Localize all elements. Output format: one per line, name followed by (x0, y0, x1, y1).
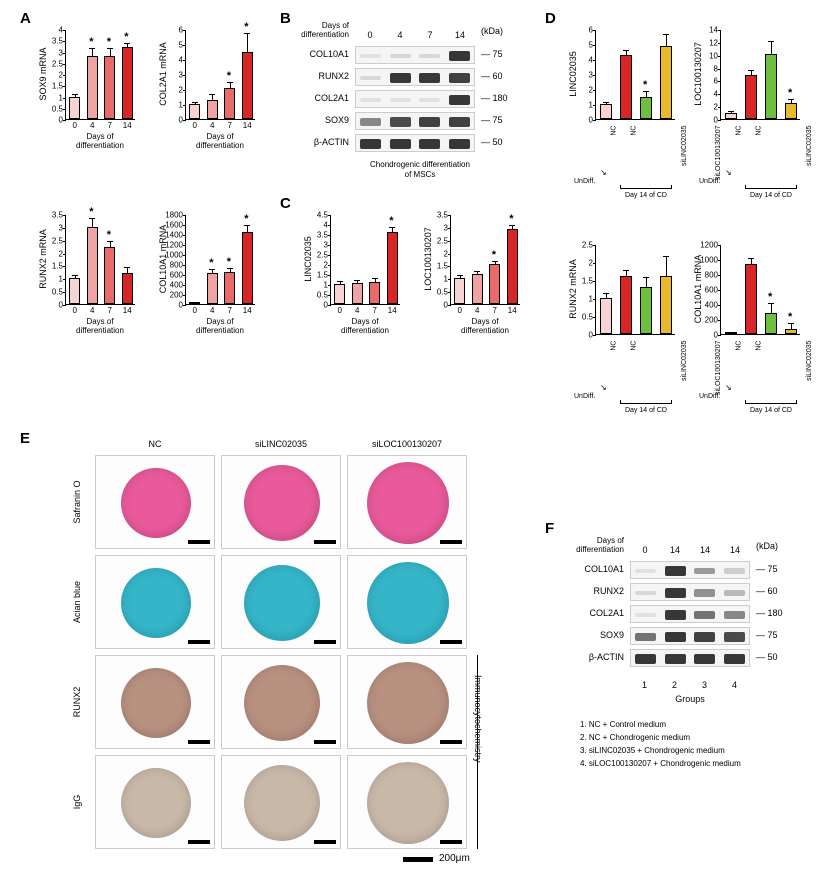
histology-col-label: siLOC100130207 (347, 439, 467, 449)
histology-image (347, 655, 467, 749)
histology-image (221, 455, 341, 549)
panel-c-label: C (280, 195, 291, 212)
histology-image (347, 455, 467, 549)
bar-chart: 00.511.522.533.504*7*14LOC100130207Days … (450, 215, 520, 305)
histology-col-label: NC (95, 439, 215, 449)
panel-b-label: B (280, 10, 291, 27)
panel-e-label: E (20, 430, 30, 447)
panel-b-caption: Chondrogenic differentiationof MSCs (340, 160, 500, 179)
histology-image (221, 755, 341, 849)
bar-chart: 012345604*7*14COL2A1 mRNADays ofdifferen… (185, 30, 255, 120)
histology-image (95, 455, 215, 549)
panel-d-label: D (545, 10, 556, 27)
bar-chart: 00.511.522.533.50*4*714RUNX2 mRNADays of… (65, 215, 135, 305)
histology-image (95, 655, 215, 749)
bar-chart: 00.511.522.533.544.5047*14LINC02035Days … (330, 215, 400, 305)
histology-col-label: siLINC02035 (221, 439, 341, 449)
histology-image (221, 655, 341, 749)
bar-chart: 00.511.522.5NCNCsiLINC02035siLOC10013020… (595, 245, 675, 335)
bar-chart: 020040060080010001200**NCNCsiLINC02035si… (720, 245, 800, 335)
histology-image (95, 755, 215, 849)
histology-image (347, 555, 467, 649)
panel-a-label: A (20, 10, 31, 27)
bar-chart: 0200400600800100012001400160018000*4*7*1… (185, 215, 255, 305)
bar-chart: 0123456*NCNCsiLINC02035siLOC100130207UnD… (595, 30, 675, 120)
panel-f-label: F (545, 520, 554, 537)
bar-chart: 00.511.522.533.540*4*7*14SOX9 mRNADays o… (65, 30, 135, 120)
histology-image (347, 755, 467, 849)
histology-image (95, 555, 215, 649)
histology-image (221, 555, 341, 649)
bar-chart: 02468101214*NCNCsiLINC02035siLOC10013020… (720, 30, 800, 120)
